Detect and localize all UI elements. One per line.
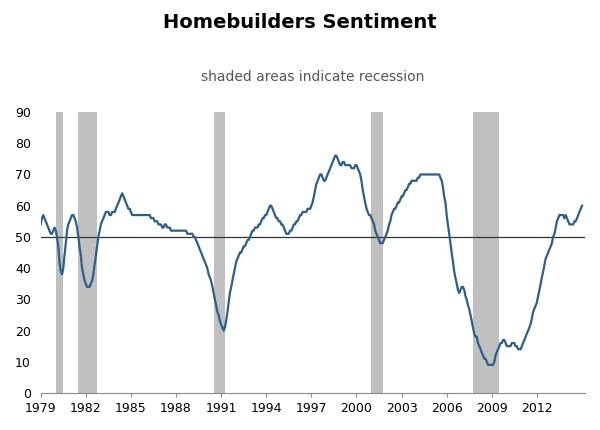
Bar [371,112,383,393]
Title: shaded areas indicate recession: shaded areas indicate recession [201,71,425,85]
Text: Homebuilders Sentiment: Homebuilders Sentiment [163,13,437,32]
Bar [79,112,97,393]
Bar [56,112,63,393]
Bar [473,112,499,393]
Bar [214,112,225,393]
